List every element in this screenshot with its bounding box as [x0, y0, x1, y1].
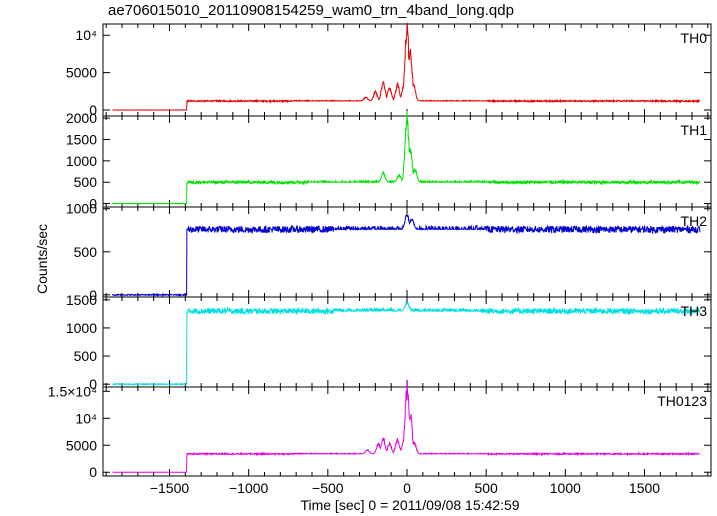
y-axis-label: Counts/sec	[34, 224, 50, 294]
panel-frame-th2	[102, 206, 712, 298]
x-tick-label: 1000	[550, 480, 581, 496]
y-tick-label: 2000	[66, 110, 97, 126]
panel-label-th1: TH1	[681, 122, 708, 138]
y-tick-label: 0	[89, 376, 97, 392]
x-tick-label: −1500	[150, 480, 190, 496]
x-tick-label: 0	[403, 480, 411, 496]
y-tick-label: 0	[89, 464, 97, 480]
series-line-th0123	[112, 381, 700, 473]
y-tick-label: 10⁴	[75, 410, 97, 426]
panel-frame-th0123	[102, 386, 712, 477]
x-axis-label: Time [sec] 0 = 2011/09/08 15:42:59	[300, 497, 519, 513]
panel-frame-th1	[102, 115, 712, 208]
y-tick-label: 1500	[66, 292, 97, 308]
y-tick-label: 5000	[66, 65, 97, 81]
y-tick-label: 500	[74, 244, 98, 260]
x-tick-label: −500	[312, 480, 344, 496]
x-tick-label: −1000	[229, 480, 269, 496]
series-line-th0	[112, 22, 700, 111]
y-tick-label: 500	[74, 174, 98, 190]
y-tick-label: 1500	[66, 131, 97, 147]
y-tick-label: 0	[89, 102, 97, 118]
panel-label-th0: TH0	[681, 30, 708, 46]
x-tick-label: 1500	[629, 480, 660, 496]
y-tick-label: 0	[89, 196, 97, 212]
y-tick-label: 1.5×10⁴	[48, 383, 97, 399]
x-tick-label: 500	[474, 480, 498, 496]
panel-label-th0123: TH0123	[657, 393, 707, 409]
y-tick-label: 5000	[66, 437, 97, 453]
series-line-th3	[112, 300, 701, 386]
y-tick-label: 0	[89, 287, 97, 303]
series-line-th1	[112, 111, 701, 205]
y-tick-label: 1000	[66, 320, 97, 336]
y-tick-label: 10⁴	[75, 27, 97, 43]
panel-label-th2: TH2	[681, 213, 708, 229]
y-tick-label: 500	[74, 348, 98, 364]
series-line-th2	[112, 214, 701, 297]
y-tick-label: 1000	[66, 153, 97, 169]
chart-title: ae706015010_20110908154259_wam0_trn_4ban…	[108, 2, 514, 19]
y-tick-label: 1000	[66, 201, 97, 217]
panel-label-th3: TH3	[681, 303, 708, 319]
